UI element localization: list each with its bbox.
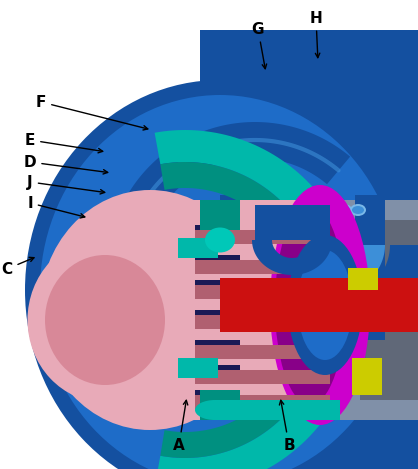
Polygon shape — [195, 225, 240, 243]
Ellipse shape — [271, 248, 289, 262]
Polygon shape — [360, 220, 418, 400]
Polygon shape — [225, 245, 385, 305]
Polygon shape — [195, 340, 240, 358]
Polygon shape — [195, 390, 240, 408]
Text: C: C — [1, 257, 34, 277]
Ellipse shape — [257, 250, 271, 260]
Polygon shape — [195, 315, 330, 329]
Polygon shape — [200, 390, 240, 420]
Polygon shape — [348, 268, 378, 290]
Polygon shape — [195, 230, 330, 244]
Polygon shape — [355, 195, 385, 340]
Polygon shape — [195, 260, 330, 274]
Text: J: J — [27, 174, 105, 194]
Ellipse shape — [324, 206, 336, 214]
Polygon shape — [195, 280, 240, 298]
Polygon shape — [340, 200, 418, 420]
Ellipse shape — [288, 235, 362, 375]
Ellipse shape — [275, 205, 345, 405]
Polygon shape — [200, 30, 418, 469]
Polygon shape — [178, 238, 218, 258]
Polygon shape — [161, 162, 327, 458]
Polygon shape — [215, 400, 340, 420]
Ellipse shape — [40, 190, 260, 430]
Polygon shape — [195, 365, 240, 383]
Polygon shape — [252, 240, 332, 275]
Text: E: E — [25, 133, 103, 153]
Polygon shape — [200, 200, 240, 230]
Polygon shape — [178, 358, 218, 378]
Polygon shape — [352, 358, 382, 395]
Text: F: F — [36, 94, 148, 130]
Text: H: H — [310, 10, 322, 58]
Ellipse shape — [28, 237, 183, 402]
Ellipse shape — [239, 248, 257, 262]
Ellipse shape — [336, 204, 352, 216]
Polygon shape — [195, 255, 240, 273]
Ellipse shape — [352, 206, 364, 214]
Polygon shape — [195, 285, 330, 299]
Text: D: D — [24, 154, 108, 174]
Polygon shape — [195, 370, 330, 384]
Polygon shape — [107, 122, 350, 260]
Polygon shape — [195, 345, 330, 359]
Polygon shape — [195, 310, 240, 328]
Polygon shape — [175, 245, 418, 345]
Polygon shape — [255, 205, 330, 240]
Ellipse shape — [241, 250, 255, 260]
Polygon shape — [150, 200, 340, 420]
Ellipse shape — [270, 185, 370, 425]
Ellipse shape — [45, 255, 165, 385]
Ellipse shape — [195, 400, 235, 420]
Ellipse shape — [298, 250, 352, 360]
Ellipse shape — [322, 204, 338, 216]
Ellipse shape — [255, 248, 273, 262]
Ellipse shape — [205, 227, 235, 252]
Polygon shape — [195, 395, 330, 409]
Ellipse shape — [273, 250, 287, 260]
Polygon shape — [100, 370, 185, 400]
Text: B: B — [279, 400, 295, 453]
Ellipse shape — [40, 95, 400, 469]
Text: A: A — [173, 400, 188, 453]
Ellipse shape — [338, 206, 350, 214]
Text: G: G — [252, 22, 267, 69]
Polygon shape — [220, 195, 250, 340]
Ellipse shape — [25, 80, 415, 469]
Ellipse shape — [350, 204, 366, 216]
Polygon shape — [220, 278, 418, 332]
Polygon shape — [155, 130, 360, 469]
Text: I: I — [27, 196, 85, 218]
